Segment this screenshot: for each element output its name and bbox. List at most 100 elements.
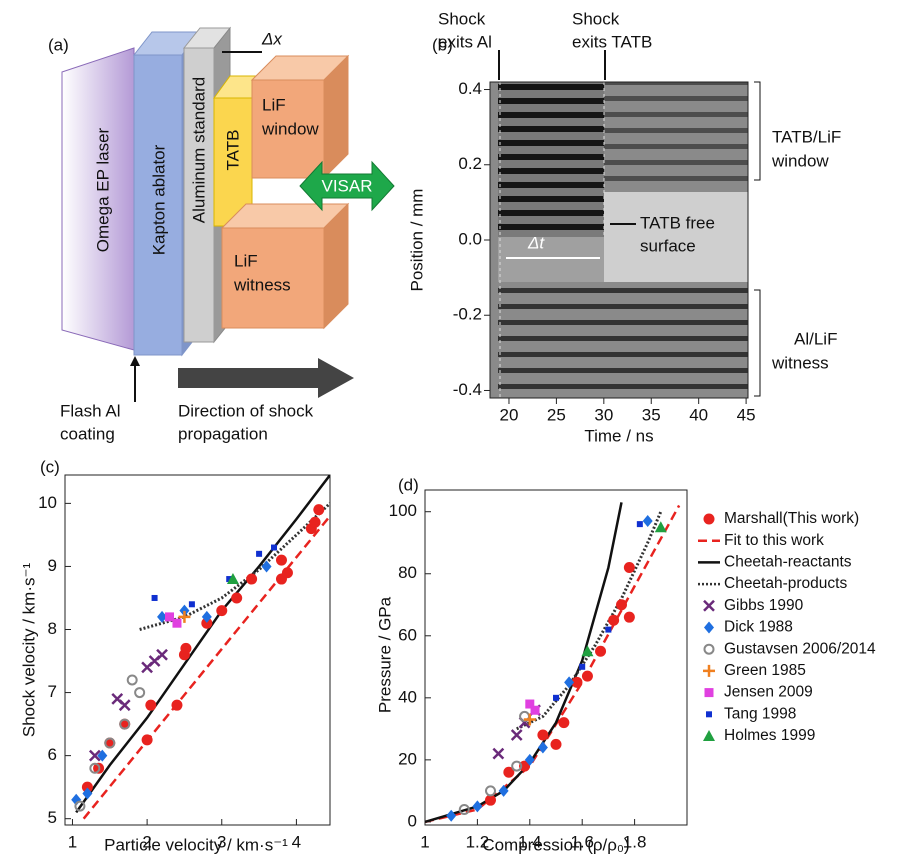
data-point (446, 809, 457, 822)
ablator-label: Kapton ablator (149, 144, 168, 255)
data-point (145, 699, 157, 711)
data-point (525, 699, 535, 709)
panel-label: (c) (40, 457, 60, 476)
direction-label: Direction of shock (178, 401, 314, 420)
y-tick-label: 100 (389, 501, 417, 520)
legend-label: Cheetah-reactants (724, 553, 852, 570)
data-point (216, 605, 228, 617)
data-point (151, 594, 158, 601)
bracket (754, 289, 761, 397)
data-point (492, 747, 505, 760)
data-point (503, 766, 515, 778)
legend-swatch (706, 711, 712, 718)
y-tick-label: -0.2 (453, 305, 482, 324)
fit-line (425, 504, 681, 824)
legend-label: Dick 1988 (724, 619, 793, 636)
data-point (519, 760, 531, 772)
annotation: exits Al (438, 32, 492, 51)
y-tick-label: 20 (398, 749, 417, 768)
y-tick-label: 5 (48, 808, 57, 827)
x-axis-label: Particle velocity / km·s⁻¹ (104, 835, 288, 854)
data-point (571, 676, 583, 688)
streak-image (489, 50, 761, 399)
data-point (623, 562, 635, 574)
data-point (171, 699, 183, 711)
dx-label: Δx (261, 29, 282, 48)
data-point (510, 729, 523, 741)
x-tick-label: 3 (217, 832, 226, 851)
data-point (271, 544, 278, 551)
annotation: surface (640, 236, 696, 255)
data-point (553, 694, 559, 701)
x-tick-label: 30 (594, 405, 613, 424)
data-point (97, 749, 108, 762)
data-point (608, 614, 620, 626)
fit-line (75, 475, 330, 814)
annotation: TATB/LiF (772, 127, 841, 146)
standard-label: Aluminum standard (189, 77, 208, 223)
x-axis-label: Time / ns (584, 426, 653, 445)
legend-label: Fit to this work (724, 532, 824, 549)
window-label: window (261, 119, 319, 138)
witness-label: LiF (234, 251, 258, 270)
ablator (133, 54, 183, 356)
annotation: Shock (438, 9, 486, 28)
data-point (201, 610, 212, 623)
plot-area (425, 502, 681, 824)
legend-swatch (703, 513, 715, 525)
x-tick-label: 1.2 (466, 832, 490, 851)
fit-line (82, 515, 330, 820)
legend-swatch (703, 643, 715, 655)
data-point (458, 803, 470, 815)
legend-label: Green 1985 (724, 662, 806, 679)
y-tick-label: 0.0 (458, 229, 482, 248)
legend-label: Holmes 1999 (724, 727, 815, 744)
data-point (74, 800, 86, 812)
x-tick-label: 1.8 (623, 832, 647, 851)
annotation: witness (771, 353, 829, 372)
annotation: exits TATB (572, 32, 652, 51)
x-tick-label: 20 (500, 405, 519, 424)
data-point (524, 753, 535, 766)
legend-label: Gustavsen 2006/2014 (724, 640, 876, 657)
data-point (188, 601, 195, 608)
y-tick-label: 9 (48, 556, 57, 575)
data-point (201, 617, 213, 629)
data-point (89, 762, 101, 774)
diagram: (a) Omega EP laser Kapton ablator Alumin… (48, 26, 395, 443)
data-point (256, 550, 263, 557)
witness (221, 227, 325, 329)
data-point (537, 741, 548, 754)
data-point (472, 800, 483, 813)
x-tick-label: 1 (68, 832, 77, 851)
data-point (119, 718, 131, 730)
y-axis-label: Position / mm (407, 189, 426, 292)
x-tick-label: 1 (420, 832, 429, 851)
legend-label: Cheetah-products (724, 575, 847, 592)
y-tick-label: 80 (398, 563, 417, 582)
data-point (654, 521, 667, 533)
data-point (485, 794, 496, 806)
coating-label: Flash Al (60, 401, 120, 420)
y-tick-label: 0.2 (458, 154, 482, 173)
data-point (579, 663, 586, 670)
annotation: Al/LiF (794, 329, 837, 348)
annotation: Shock (572, 9, 620, 28)
x-tick-label: 4 (292, 832, 301, 851)
data-point (88, 749, 101, 762)
x-tick-label: 40 (689, 405, 708, 424)
data-point (281, 567, 293, 579)
data-point (156, 648, 168, 661)
data-point (485, 785, 496, 797)
data-point (134, 687, 146, 699)
fit-line (516, 511, 663, 731)
image-band (498, 282, 748, 398)
data-point (511, 760, 523, 772)
y-tick-label: 40 (398, 687, 417, 706)
data-point (178, 610, 191, 623)
data-point (118, 699, 131, 712)
plot-area (71, 475, 330, 820)
image-band (604, 192, 748, 282)
